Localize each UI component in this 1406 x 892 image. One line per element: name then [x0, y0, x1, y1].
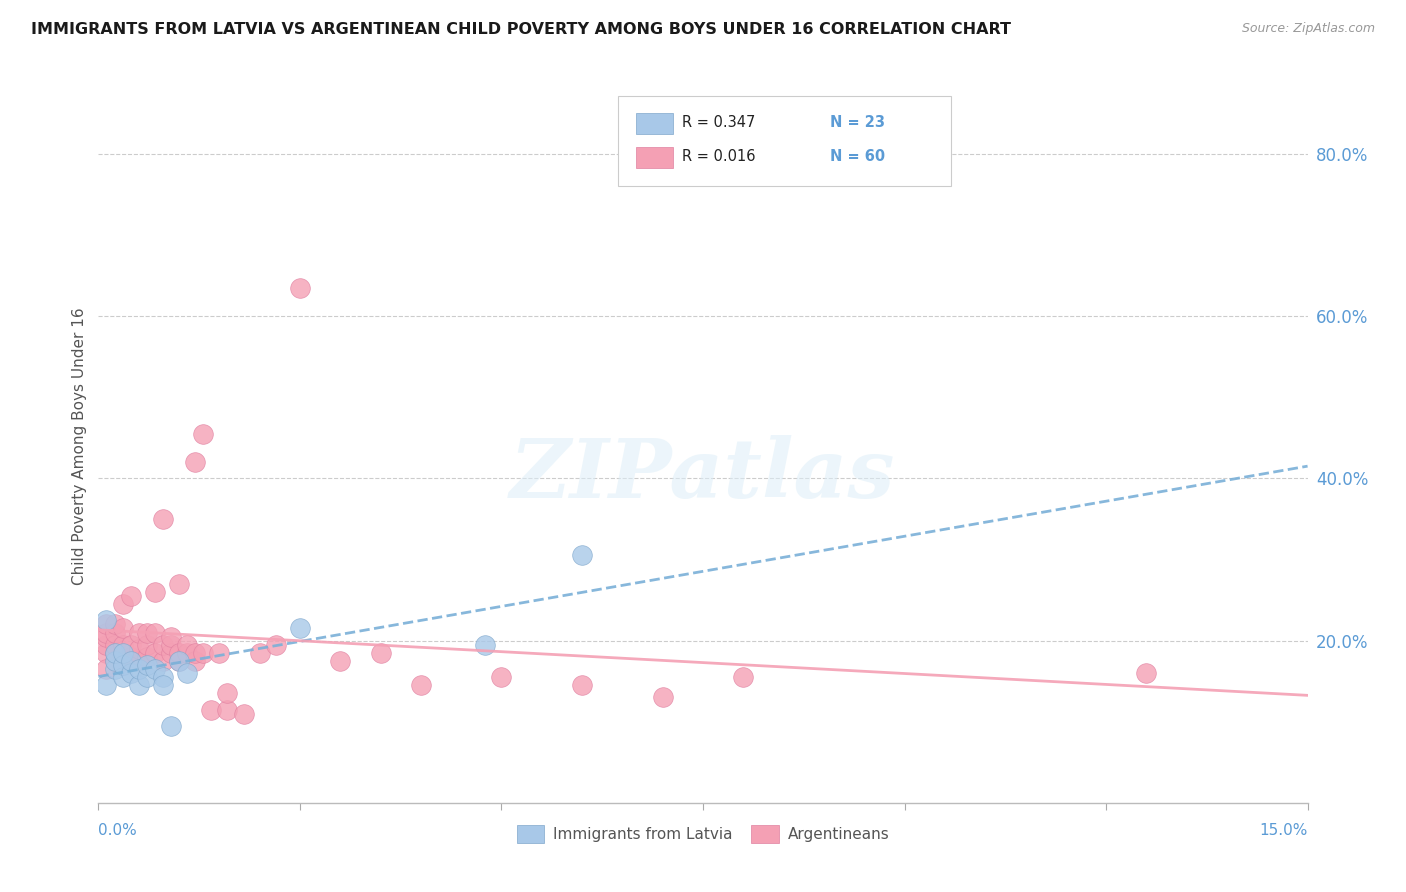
Text: 0.0%: 0.0%: [98, 823, 138, 838]
Point: [571, 549, 593, 563]
Point: [1135, 666, 1157, 681]
Point: [160, 630, 183, 644]
Point: [103, 625, 125, 640]
Point: [167, 654, 190, 668]
Point: [152, 678, 174, 692]
Point: [96, 630, 118, 644]
Point: [193, 646, 215, 660]
Point: [103, 646, 125, 660]
Point: [733, 670, 755, 684]
Point: [96, 613, 118, 627]
Point: [152, 670, 174, 684]
Point: [184, 646, 207, 660]
Point: [167, 577, 190, 591]
Point: [160, 719, 183, 733]
Text: IMMIGRANTS FROM LATVIA VS ARGENTINEAN CHILD POVERTY AMONG BOYS UNDER 16 CORRELAT: IMMIGRANTS FROM LATVIA VS ARGENTINEAN CH…: [31, 22, 1011, 37]
Point: [264, 638, 287, 652]
Point: [135, 657, 157, 672]
Point: [128, 641, 150, 656]
Point: [135, 670, 157, 684]
Point: [111, 638, 134, 652]
FancyBboxPatch shape: [637, 147, 672, 169]
Point: [288, 622, 311, 636]
Point: [409, 678, 432, 692]
Point: [120, 666, 142, 681]
Point: [217, 686, 239, 700]
Point: [96, 662, 118, 676]
Text: 15.0%: 15.0%: [1260, 823, 1308, 838]
Point: [208, 646, 231, 660]
Point: [111, 622, 134, 636]
Point: [103, 638, 125, 652]
Point: [160, 646, 183, 660]
Point: [143, 646, 166, 660]
Text: Source: ZipAtlas.com: Source: ZipAtlas.com: [1241, 22, 1375, 36]
Point: [135, 649, 157, 664]
Text: N = 23: N = 23: [830, 115, 884, 130]
Legend: Immigrants from Latvia, Argentineans: Immigrants from Latvia, Argentineans: [510, 819, 896, 848]
Point: [370, 646, 392, 660]
Point: [193, 426, 215, 441]
Point: [329, 654, 352, 668]
Point: [120, 589, 142, 603]
Point: [160, 638, 183, 652]
Point: [651, 690, 673, 705]
Point: [491, 670, 513, 684]
Point: [176, 666, 198, 681]
Point: [128, 678, 150, 692]
Point: [184, 455, 207, 469]
Point: [135, 625, 157, 640]
FancyBboxPatch shape: [619, 96, 950, 186]
Point: [176, 646, 198, 660]
Point: [111, 597, 134, 611]
Point: [152, 512, 174, 526]
Point: [120, 654, 142, 668]
Point: [232, 706, 254, 721]
Point: [249, 646, 271, 660]
Point: [111, 657, 134, 672]
Point: [111, 654, 134, 668]
Point: [111, 670, 134, 684]
Point: [128, 654, 150, 668]
Text: N = 60: N = 60: [830, 150, 886, 164]
Y-axis label: Child Poverty Among Boys Under 16: Child Poverty Among Boys Under 16: [72, 307, 87, 585]
Point: [96, 617, 118, 632]
Point: [103, 617, 125, 632]
Point: [143, 585, 166, 599]
Point: [96, 638, 118, 652]
Point: [103, 662, 125, 676]
Point: [167, 654, 190, 668]
Point: [571, 678, 593, 692]
Point: [103, 654, 125, 668]
Point: [103, 646, 125, 660]
Point: [120, 638, 142, 652]
Point: [96, 646, 118, 660]
Point: [184, 654, 207, 668]
Point: [143, 625, 166, 640]
Point: [128, 625, 150, 640]
Point: [135, 638, 157, 652]
Point: [96, 678, 118, 692]
Point: [143, 662, 166, 676]
Point: [217, 702, 239, 716]
Text: R = 0.347: R = 0.347: [682, 115, 756, 130]
Point: [167, 646, 190, 660]
Point: [200, 702, 222, 716]
Point: [103, 654, 125, 668]
Point: [152, 654, 174, 668]
Point: [96, 625, 118, 640]
Point: [152, 638, 174, 652]
Point: [128, 662, 150, 676]
Point: [120, 649, 142, 664]
Point: [288, 281, 311, 295]
Text: R = 0.016: R = 0.016: [682, 150, 756, 164]
Point: [111, 646, 134, 660]
Text: ZIPatlas: ZIPatlas: [510, 434, 896, 515]
Point: [474, 638, 496, 652]
Point: [176, 638, 198, 652]
FancyBboxPatch shape: [637, 112, 672, 134]
